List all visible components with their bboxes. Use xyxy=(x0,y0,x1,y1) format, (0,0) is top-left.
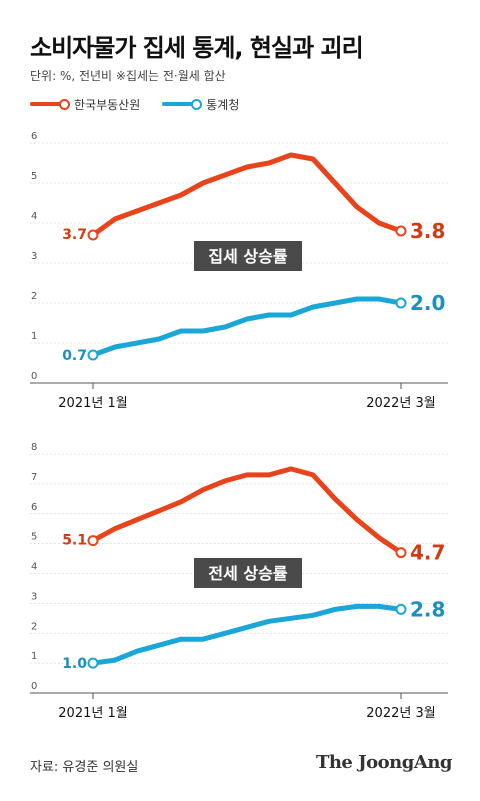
jeonse-chart: 0 1 2 3 4 5 6 7 8 2021년 1월 2022년 3월 5.1 4.7 1.0 2.8 전세 … xyxy=(30,442,448,721)
publisher-logo: The JoongAng xyxy=(315,752,453,773)
series-line xyxy=(90,466,404,556)
legend-swatch-kostat xyxy=(162,97,203,111)
y-tick-label: 7 xyxy=(31,472,37,483)
endpoint-marker xyxy=(395,225,407,237)
x-tick-label: 2021년 1월 xyxy=(58,706,127,721)
end-value-label: 2.8 xyxy=(410,597,445,621)
endpoint-marker xyxy=(87,535,99,547)
y-tick-label: 2 xyxy=(31,291,37,302)
start-value-label: 0.7 xyxy=(62,348,87,364)
y-tick-label: 0 xyxy=(31,371,37,382)
legend-item-kab: 한국부동산원 xyxy=(30,96,140,113)
y-tick-label: 5 xyxy=(31,171,37,182)
y-tick-label: 3 xyxy=(31,591,37,602)
series-line xyxy=(90,296,404,358)
legend-label-kostat: 통계청 xyxy=(206,97,240,112)
legend-item-kostat: 통계청 xyxy=(162,96,239,113)
x-tick-label: 2022년 3월 xyxy=(366,706,435,721)
y-tick-label: 6 xyxy=(31,502,37,513)
start-value-label: 5.1 xyxy=(62,533,87,549)
y-tick-label: 1 xyxy=(31,651,37,662)
endpoint-marker xyxy=(395,603,407,615)
legend: 한국부동산원 통계청 xyxy=(30,95,261,113)
page-title: 소비자물가 집세 통계, 현실과 괴리 xyxy=(30,34,364,62)
y-tick-label: 4 xyxy=(31,562,37,573)
y-tick-label: 0 xyxy=(31,681,37,692)
y-tick-label: 2 xyxy=(31,621,37,632)
annotation-badge xyxy=(194,558,302,588)
annotation-label: 전세 상승률 xyxy=(208,564,287,583)
y-tick-label: 4 xyxy=(31,211,37,222)
y-tick-label: 3 xyxy=(31,251,37,262)
annotation-label: 집세 상승률 xyxy=(208,247,287,266)
series-line xyxy=(90,603,404,666)
rent-chart: 0 1 2 3 4 5 6 2021년 1월 2022년 3월 3.7 3.8 0.7 2.0 집세 상승… xyxy=(30,131,448,411)
start-value-label: 1.0 xyxy=(62,656,87,672)
source-note: 자료: 유경준 의원실 xyxy=(30,760,139,775)
start-value-label: 3.7 xyxy=(62,227,87,243)
y-tick-label: 5 xyxy=(31,532,37,543)
end-value-label: 3.8 xyxy=(410,219,445,243)
endpoint-marker xyxy=(395,297,407,309)
endpoint-marker xyxy=(87,229,99,241)
x-tick-label: 2021년 1월 xyxy=(58,396,127,411)
x-tick-label: 2022년 3월 xyxy=(366,396,435,411)
endpoint-marker xyxy=(87,349,99,361)
annotation-badge xyxy=(194,241,302,271)
y-tick-label: 1 xyxy=(31,331,37,342)
legend-label-kab: 한국부동산원 xyxy=(74,97,141,112)
legend-swatch-kab xyxy=(30,97,70,111)
endpoint-marker xyxy=(395,547,407,559)
series-line xyxy=(90,152,404,238)
unit-note: 단위: %, 전년비 ※집세는 전·월세 합산 xyxy=(30,69,226,83)
end-value-label: 2.0 xyxy=(410,291,445,315)
y-tick-label: 8 xyxy=(31,442,37,453)
y-tick-label: 6 xyxy=(31,131,37,142)
end-value-label: 4.7 xyxy=(410,541,445,565)
endpoint-marker xyxy=(87,657,99,669)
